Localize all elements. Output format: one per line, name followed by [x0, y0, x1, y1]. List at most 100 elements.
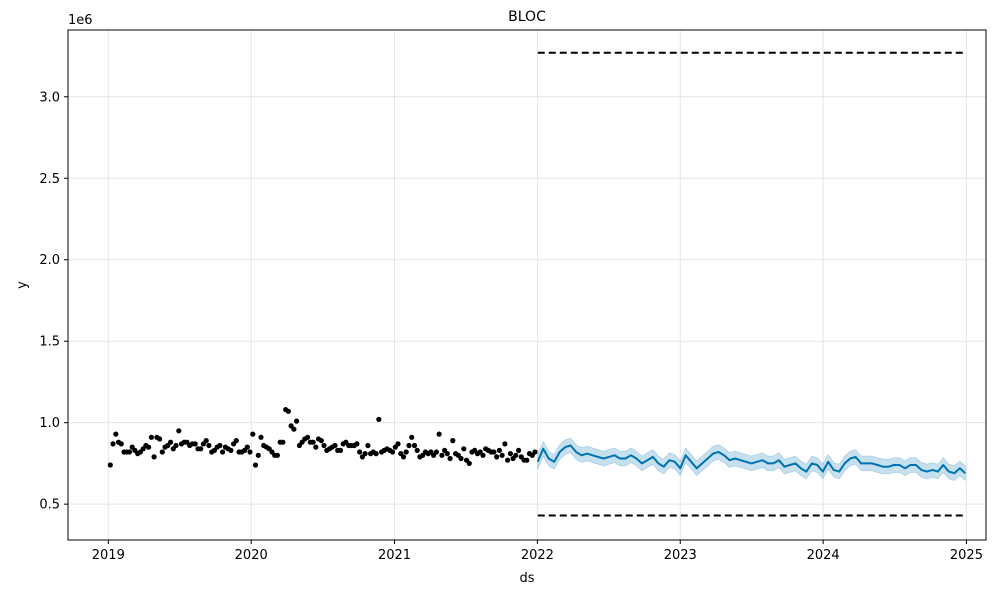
- observed-point: [313, 444, 319, 450]
- observed-point: [414, 447, 420, 453]
- observed-point: [255, 452, 261, 458]
- observed-point: [409, 434, 415, 440]
- observed-point: [516, 447, 522, 453]
- observed-point: [513, 452, 519, 458]
- x-tick-label: 2024: [807, 548, 840, 563]
- observed-point: [110, 441, 116, 447]
- observed-point: [502, 441, 508, 447]
- observed-point: [173, 442, 179, 449]
- x-tick-label: 2021: [378, 548, 411, 563]
- y-tick-label: 0.5: [39, 498, 60, 513]
- observed-point: [126, 449, 133, 455]
- observed-point: [447, 455, 453, 462]
- observed-point: [148, 434, 154, 440]
- observed-point: [373, 451, 379, 457]
- observed-point: [433, 449, 439, 455]
- observed-point: [376, 416, 382, 422]
- uncertainty-band: [537, 437, 966, 482]
- observed-point: [450, 438, 456, 444]
- observed-point: [192, 441, 198, 447]
- observed-point: [280, 439, 286, 445]
- observed-point: [228, 447, 234, 453]
- observed-point: [354, 441, 360, 447]
- observed-point: [507, 451, 513, 457]
- forecast-line: [536, 444, 966, 475]
- observed-point: [362, 451, 368, 457]
- y-tick-label: 2.0: [39, 253, 60, 268]
- observed-point: [436, 431, 442, 437]
- grid: [68, 30, 986, 540]
- observed-point: [395, 441, 401, 447]
- observed-point: [206, 442, 212, 449]
- forecast-yhat-line: [536, 444, 966, 475]
- cap-floor-lines: [537, 51, 966, 517]
- observed-point: [400, 454, 407, 460]
- observed-point: [444, 451, 450, 457]
- observed-point: [310, 439, 316, 445]
- observed-point: [203, 438, 209, 444]
- observed-point: [439, 452, 445, 458]
- observed-point: [244, 444, 250, 450]
- observed-point: [505, 457, 511, 463]
- observed-point: [159, 449, 165, 455]
- observed-point: [285, 408, 291, 414]
- observed-points: [107, 407, 538, 468]
- y-tick-label: 2.5: [39, 172, 60, 187]
- observed-point: [113, 431, 119, 437]
- observed-point: [252, 462, 259, 468]
- observed-point: [220, 449, 226, 455]
- observed-point: [491, 449, 497, 455]
- observed-point: [499, 452, 505, 458]
- y-tick-label: 3.0: [39, 90, 60, 105]
- x-tick-label: 2022: [521, 548, 554, 563]
- y-tick-label: 1.5: [39, 335, 60, 350]
- observed-point: [291, 426, 297, 432]
- x-tick-label: 2025: [950, 548, 983, 563]
- observed-point: [294, 418, 300, 424]
- observed-point: [107, 462, 113, 468]
- observed-point: [305, 434, 311, 440]
- observed-point: [157, 436, 163, 442]
- observed-point: [466, 460, 472, 466]
- observed-point: [406, 442, 412, 449]
- observed-point: [247, 449, 253, 455]
- x-axis-title: ds: [519, 571, 534, 586]
- observed-point: [365, 442, 371, 449]
- x-tick-label: 2020: [235, 548, 268, 563]
- y-axis-scale-label: 1e6: [68, 13, 93, 28]
- observed-point: [118, 441, 124, 447]
- observed-point: [389, 449, 396, 455]
- observed-point: [480, 452, 486, 458]
- x-axis-ticks: 2019 2020 2021 2022 2023 2024 2025: [92, 540, 983, 563]
- observed-point: [274, 452, 280, 458]
- forecast-interval-area: [537, 437, 966, 482]
- observed-point: [321, 442, 327, 449]
- y-axis-title: y: [15, 281, 30, 289]
- observed-point: [318, 438, 324, 444]
- observed-point: [532, 449, 538, 455]
- observed-point: [258, 434, 264, 440]
- x-tick-label: 2019: [92, 548, 125, 563]
- observed-point: [458, 455, 464, 462]
- observed-point: [146, 444, 152, 450]
- plot-frame: [67, 29, 987, 541]
- observed-point: [198, 446, 204, 452]
- observed-point: [250, 431, 256, 437]
- observed-point: [524, 457, 530, 463]
- observed-point: [176, 428, 182, 434]
- y-axis-ticks: 0.5 1.0 1.5 2.0 2.5 3.0: [39, 90, 68, 513]
- observed-point: [337, 447, 344, 453]
- observed-point: [403, 449, 409, 455]
- x-tick-label: 2023: [664, 548, 697, 563]
- chart-title: BLOC: [508, 9, 546, 25]
- observed-point: [151, 454, 157, 460]
- observed-point: [461, 446, 467, 452]
- observed-point: [332, 442, 338, 449]
- observed-point: [233, 438, 239, 444]
- observed-point: [217, 442, 223, 449]
- y-tick-label: 1.0: [39, 416, 60, 431]
- observed-point: [494, 454, 500, 460]
- observed-point: [411, 442, 418, 449]
